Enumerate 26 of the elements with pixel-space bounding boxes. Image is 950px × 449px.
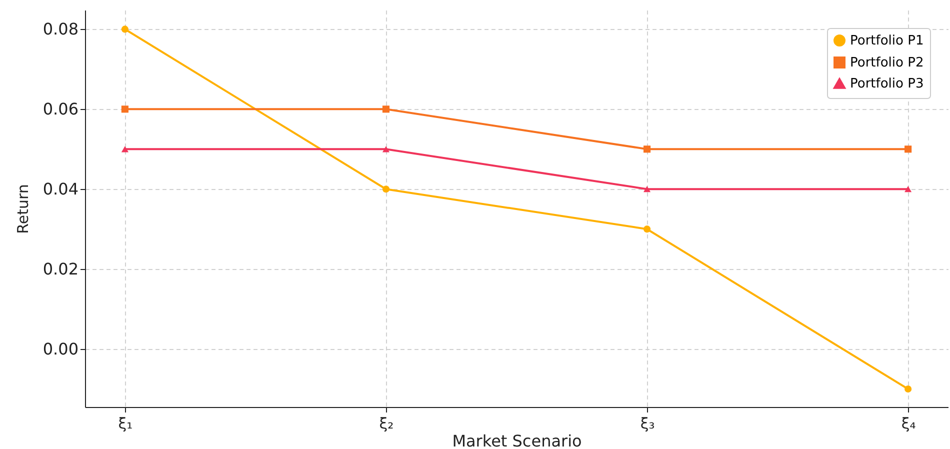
point [904,186,912,192]
x-tick-label: ξ₃ [640,414,655,432]
y-axis-title: Return [14,184,32,234]
y-tick-label: 0.00 [42,340,78,359]
y-tick-label: 0.08 [42,20,78,39]
y-tick-label: 0.04 [42,180,78,199]
point [382,106,390,113]
point [382,186,390,193]
legend-label: Portfolio P3 [850,76,924,92]
x-tick-label: ξ₁ [118,414,133,432]
y-tick-label: 0.02 [42,260,78,279]
point [643,186,651,192]
y-tick-label: 0.06 [42,100,78,119]
point [643,146,651,153]
point [382,146,390,152]
x-axis-title: Market Scenario [452,432,582,449]
point [121,106,128,113]
point [121,26,128,33]
x-tick-label: ξ₄ [901,414,916,432]
point [904,385,912,393]
point [643,226,651,233]
legend-label: Portfolio P1 [850,34,924,48]
legend-label: Portfolio P2 [850,56,924,70]
point [121,146,128,152]
point [904,146,912,153]
x-tick-label: ξ₂ [379,414,394,432]
